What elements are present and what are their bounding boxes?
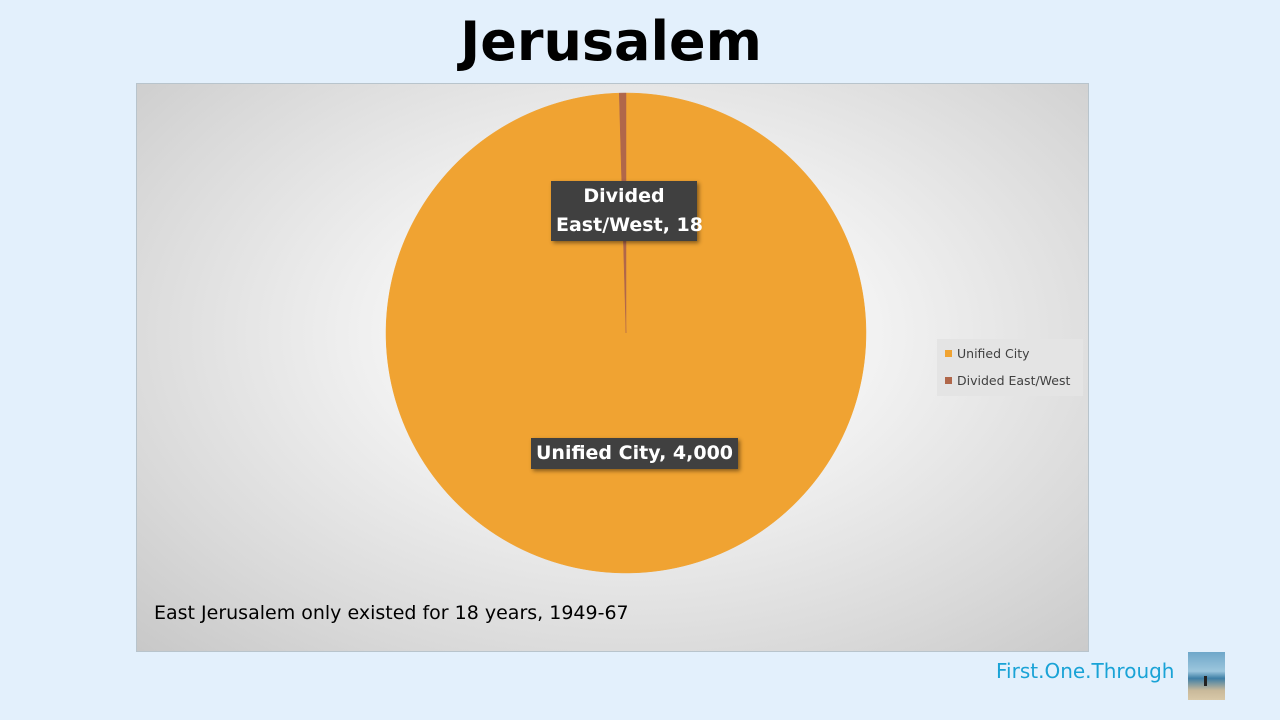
legend-label-unified: Unified City: [957, 346, 1030, 361]
chart-legend: Unified City Divided East/West: [937, 339, 1083, 396]
data-label-divided-line1: Divided: [583, 185, 665, 207]
legend-label-divided: Divided East/West: [957, 373, 1071, 388]
pie-svg: [385, 92, 867, 574]
data-label-unified: Unified City, 4,000: [531, 438, 739, 469]
legend-item-divided: Divided East/West: [945, 373, 1070, 388]
brand-text: First.One.Through: [996, 659, 1175, 683]
legend-item-unified: Unified City: [945, 346, 1030, 361]
legend-swatch-unified: [945, 350, 952, 357]
page-title: Jerusalem: [460, 10, 762, 73]
chart-footnote: East Jerusalem only existed for 18 years…: [154, 602, 629, 624]
data-label-divided: Divided East/West, 18: [551, 181, 703, 241]
legend-swatch-divided: [945, 377, 952, 384]
pie-chart: Divided East/West, 18 Unified City, 4,00…: [136, 83, 1089, 652]
person-figure: [1204, 676, 1207, 686]
beach-photo-thumbnail: [1188, 652, 1225, 700]
data-label-divided-line2: East/West, 18: [556, 214, 703, 236]
